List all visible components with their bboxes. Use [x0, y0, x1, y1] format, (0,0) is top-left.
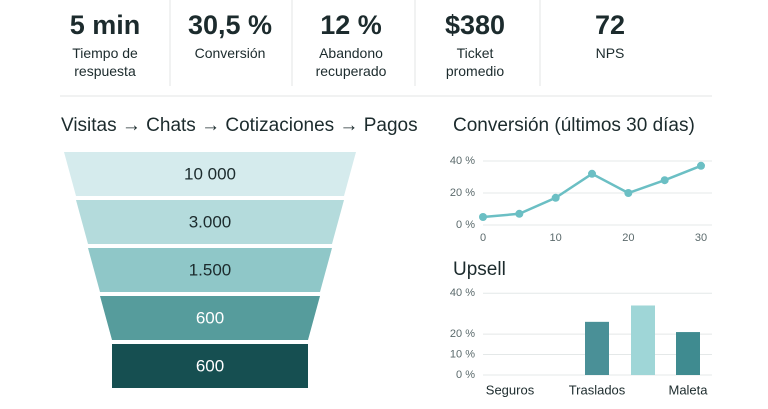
funnel-stage	[100, 296, 320, 340]
kpi-card: 5 min Tiempo de respuesta	[50, 6, 160, 80]
x-tick-label: 20	[622, 232, 634, 244]
line-point	[697, 161, 705, 170]
y-tick-label: 20 %	[450, 328, 475, 340]
line-point	[515, 209, 524, 218]
kpi-value: 5 min	[69, 10, 141, 40]
chart-title: Upsell	[453, 259, 506, 280]
kpi-value: 30,5 %	[187, 10, 273, 40]
x-tick-label: 30	[695, 232, 707, 244]
line-point	[660, 176, 669, 185]
stage-label: 600	[196, 308, 224, 327]
stage-label: 10 000	[184, 164, 236, 183]
kpi-value: 12 %	[320, 10, 382, 40]
kpi-label: Tiempo de respuesta	[72, 45, 138, 79]
y-tick-label: 0 %	[456, 369, 475, 381]
x-tick-label: Traslados	[569, 382, 626, 397]
bar	[585, 321, 609, 375]
line-point	[624, 189, 633, 197]
chart-title: Conversión (últimos 30 días)	[453, 115, 695, 136]
y-tick-label: 0 %	[456, 219, 475, 231]
stage-label: 600	[196, 356, 224, 375]
kpi-label: NPS	[595, 45, 625, 61]
stage-label: 3.000	[189, 212, 232, 231]
kpi-card: 30,5 % Conversión	[175, 6, 285, 62]
line-point	[588, 169, 596, 178]
bar	[631, 305, 655, 375]
y-tick-label: 40 %	[450, 287, 475, 299]
funnel-stage	[88, 248, 332, 292]
kpi-card: 12 % Abandono recuperado	[296, 6, 406, 80]
line-point	[479, 213, 487, 221]
funnel-stage	[64, 152, 356, 196]
kpi-value: 72	[594, 10, 626, 40]
chart-title: Visitas → Chats → Cotizaciones → Pagos	[61, 115, 418, 136]
kpi-card: 72 NPS	[555, 6, 665, 62]
kpi-label: Ticket promedio	[445, 45, 505, 79]
x-tick-label: 0	[480, 232, 486, 244]
x-tick-label: 10	[550, 232, 562, 244]
kpi-label: Abandono recuperado	[315, 45, 387, 79]
y-tick-label: 40 %	[450, 155, 475, 167]
x-tick-label: Seguros	[486, 382, 535, 397]
y-tick-label: 10 %	[450, 348, 475, 360]
funnel-stage	[112, 344, 308, 388]
x-tick-label: Maleta	[668, 382, 708, 397]
funnel-stage	[76, 200, 344, 244]
y-tick-label: 20 %	[450, 187, 475, 199]
kpi-value: $380	[444, 10, 506, 40]
line-point	[551, 193, 560, 202]
kpi-label: Conversión	[194, 45, 266, 61]
bar	[676, 332, 700, 375]
kpi-card: $380 Ticket promedio	[420, 6, 530, 80]
stage-label: 1.500	[189, 260, 232, 279]
